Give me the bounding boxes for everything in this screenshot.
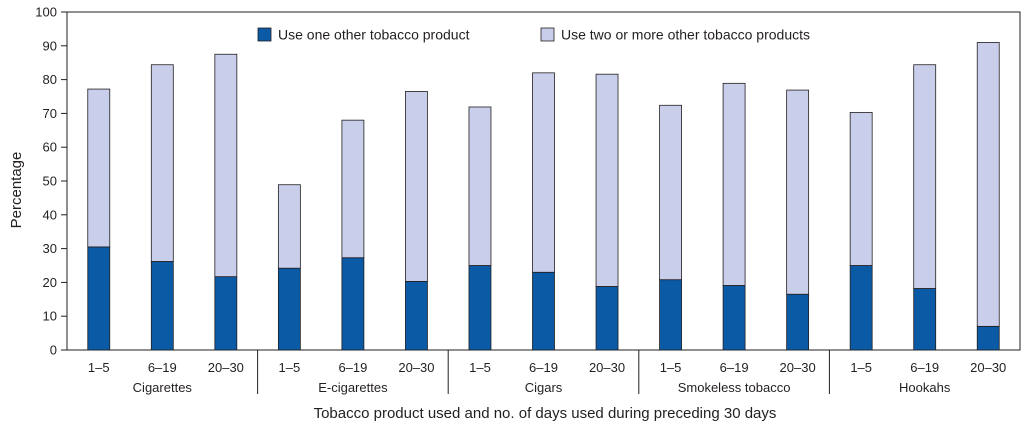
x-tick-label: 20–30 <box>970 360 1006 375</box>
bar-segment-one-product <box>151 261 173 350</box>
legend: Use one other tobacco product Use two or … <box>258 27 810 43</box>
x-tick-label: 6–19 <box>910 360 939 375</box>
bar-segment-one-product <box>723 285 745 350</box>
x-tick-label: 6–19 <box>338 360 367 375</box>
bar-segment-two-or-more <box>977 42 999 326</box>
x-axis: 1–5 6–19 20–30 Cigarettes 1–5 6–19 20–30 E-ciga… <box>88 350 1006 395</box>
bar-segment-one-product <box>342 258 364 350</box>
x-axis-title: Tobacco product used and no. of days use… <box>314 405 777 422</box>
bar-segment-two-or-more <box>787 90 809 294</box>
bar-segment-two-or-more <box>151 65 173 262</box>
bar-segment-one-product <box>533 272 555 350</box>
bar-segment-two-or-more <box>660 105 682 279</box>
x-tick-label: 6–19 <box>720 360 749 375</box>
bar-segment-two-or-more <box>342 120 364 258</box>
legend-label: Use one other tobacco product <box>278 27 470 43</box>
legend-swatch <box>541 28 554 41</box>
group-label: E-cigarettes <box>318 380 388 395</box>
bar-segment-two-or-more <box>469 107 491 266</box>
y-axis: 0 10 20 30 40 50 60 70 80 90 100 <box>35 5 67 358</box>
legend-swatch <box>258 28 271 41</box>
x-tick-label: 20–30 <box>780 360 816 375</box>
group-label: Hookahs <box>899 380 951 395</box>
bar-segment-one-product <box>405 281 427 350</box>
y-tick-label: 70 <box>43 106 57 121</box>
bar-segment-one-product <box>850 266 872 351</box>
y-tick-label: 90 <box>43 38 57 53</box>
bar-segment-two-or-more <box>278 185 300 268</box>
bar-segment-two-or-more <box>914 65 936 289</box>
bar-segment-one-product <box>977 326 999 350</box>
x-tick-label: 1–5 <box>850 360 872 375</box>
y-tick-label: 10 <box>43 309 57 324</box>
x-tick-label: 20–30 <box>208 360 244 375</box>
bar-segment-two-or-more <box>88 89 110 247</box>
y-tick-label: 40 <box>43 207 57 222</box>
y-tick-label: 30 <box>43 241 57 256</box>
bars <box>88 42 999 350</box>
x-tick-label: 20–30 <box>589 360 625 375</box>
bar-segment-two-or-more <box>596 74 618 286</box>
group-label: Smokeless tobacco <box>678 380 791 395</box>
bar-segment-one-product <box>469 266 491 351</box>
y-tick-label: 100 <box>35 5 57 20</box>
bar-segment-one-product <box>914 288 936 350</box>
bar-segment-one-product <box>596 286 618 350</box>
bar-segment-one-product <box>787 294 809 350</box>
y-axis-title: Percentage <box>8 152 25 229</box>
bar-segment-one-product <box>215 277 237 350</box>
legend-label: Use two or more other tobacco products <box>561 27 810 43</box>
bar-segment-one-product <box>88 247 110 350</box>
group-label: Cigarettes <box>133 380 193 395</box>
x-tick-label: 6–19 <box>148 360 177 375</box>
y-tick-label: 20 <box>43 275 57 290</box>
y-tick-label: 0 <box>50 343 57 358</box>
y-tick-label: 80 <box>43 72 57 87</box>
bar-segment-one-product <box>660 280 682 350</box>
x-tick-label: 1–5 <box>660 360 682 375</box>
y-tick-label: 50 <box>43 174 57 189</box>
group-label: Cigars <box>525 380 563 395</box>
bar-segment-two-or-more <box>723 83 745 285</box>
bar-segment-two-or-more <box>215 54 237 276</box>
x-tick-label: 1–5 <box>279 360 301 375</box>
x-tick-label: 20–30 <box>398 360 434 375</box>
bar-segment-two-or-more <box>405 91 427 281</box>
bar-segment-two-or-more <box>850 112 872 265</box>
bar-segment-one-product <box>278 268 300 350</box>
bar-segment-two-or-more <box>533 73 555 272</box>
x-tick-label: 1–5 <box>88 360 110 375</box>
y-tick-label: 60 <box>43 140 57 155</box>
x-tick-label: 1–5 <box>469 360 491 375</box>
x-tick-label: 6–19 <box>529 360 558 375</box>
